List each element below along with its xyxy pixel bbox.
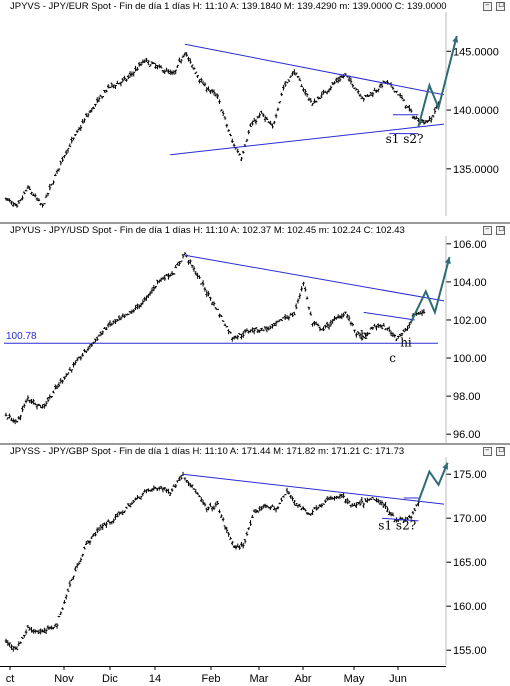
- maximize-icon: ▫: [498, 445, 505, 455]
- y-tick-label: 175.00: [453, 469, 487, 481]
- projection-arrowhead: [452, 36, 459, 43]
- x-tick-label: Abr: [294, 673, 311, 685]
- support-line-label: 100.78: [6, 331, 37, 342]
- jpy-usd-title: JPYUS - JPY/USD Spot - Fin de día 1 días…: [10, 225, 405, 236]
- x-tick-label: Nov: [54, 673, 74, 685]
- projection-arrowhead: [444, 257, 451, 264]
- jpy-usd-plot: 96.00 98.00 100.00 102.00 104.00 106.00 100.78…: [4, 236, 487, 444]
- y-tick-label: 100.00: [453, 353, 487, 365]
- maximize-button[interactable]: ▫: [496, 224, 505, 235]
- projection-arrowhead: [442, 462, 448, 470]
- y-tick-label: 170.00: [453, 513, 487, 525]
- minimize-icon: –: [485, 0, 490, 10]
- x-tick-label: Dic: [102, 673, 118, 685]
- chart-panel-jpy-eur: 135.0000 140.0000 145.0000 s1 s2? JPYVS - J…: [0, 0, 510, 222]
- minimize-icon: –: [485, 445, 490, 455]
- minimize-button[interactable]: –: [483, 0, 492, 11]
- trend-line: [184, 43, 445, 96]
- jpy-gbp-plot: 155.00 160.00 165.00 170.00 175.00 s1 s2?: [4, 457, 487, 665]
- x-tick-label: May: [344, 673, 365, 685]
- projection-path: [410, 256, 451, 323]
- y-tick-label: 160.00: [453, 601, 487, 613]
- y-tick-label: 96.00: [453, 429, 481, 441]
- x-tick-label: Feb: [202, 673, 221, 685]
- trend-line: [170, 123, 445, 156]
- jpy-gbp-title: JPYSS - JPY/GBP Spot - Fin de día 1 días…: [10, 446, 405, 457]
- maximize-button[interactable]: ▫: [496, 0, 505, 11]
- jpy-eur-title: JPYVS - JPY/EUR Spot - Fin de día 1 días…: [10, 1, 447, 12]
- projection-path: [417, 462, 449, 502]
- y-tick-label: 145.0000: [453, 46, 499, 58]
- time-axis: ct Nov Dic 14 Feb Mar Abr May Jun: [0, 666, 446, 685]
- x-tick-label: Mar: [250, 673, 269, 685]
- jpy-eur-plot: 135.0000 140.0000 145.0000 s1 s2?: [4, 12, 499, 216]
- x-tick-label: Jun: [389, 673, 407, 685]
- y-tick-label: 135.0000: [453, 164, 499, 176]
- y-tick-label: 106.00: [453, 239, 487, 251]
- minimize-button[interactable]: –: [483, 224, 492, 235]
- chart-panel-jpy-usd: 96.00 98.00 100.00 102.00 104.00 106.00 100.78…: [0, 222, 510, 445]
- maximize-icon: ▫: [498, 0, 505, 10]
- trend-line: [381, 517, 419, 522]
- chart-panel-jpy-gbp: 155.00 160.00 165.00 170.00 175.00 s1 s2? JPY…: [0, 443, 510, 668]
- y-tick-label: 102.00: [453, 315, 487, 327]
- pattern-annotation: hi: [400, 336, 412, 350]
- pattern-annotation: c: [389, 351, 396, 365]
- y-tick-label: 104.00: [453, 277, 487, 289]
- pattern-annotation: h: [360, 328, 368, 342]
- projection-path: [417, 35, 458, 127]
- pattern-annotation: s1 s2?: [386, 132, 424, 146]
- pattern-annotation: s1 s2?: [378, 519, 416, 533]
- maximize-icon: ▫: [498, 224, 505, 234]
- x-tick-label: ct: [6, 673, 15, 685]
- y-tick-label: 155.00: [453, 645, 487, 657]
- maximize-button[interactable]: ▫: [496, 445, 505, 456]
- y-tick-label: 165.00: [453, 557, 487, 569]
- trend-line: [184, 254, 445, 302]
- y-tick-label: 140.0000: [453, 105, 499, 117]
- trend-line: [363, 311, 415, 321]
- trend-line: [182, 473, 445, 505]
- minimize-icon: –: [485, 224, 490, 234]
- y-tick-label: 98.00: [453, 391, 481, 403]
- minimize-button[interactable]: –: [483, 445, 492, 456]
- x-tick-label: 14: [149, 673, 161, 685]
